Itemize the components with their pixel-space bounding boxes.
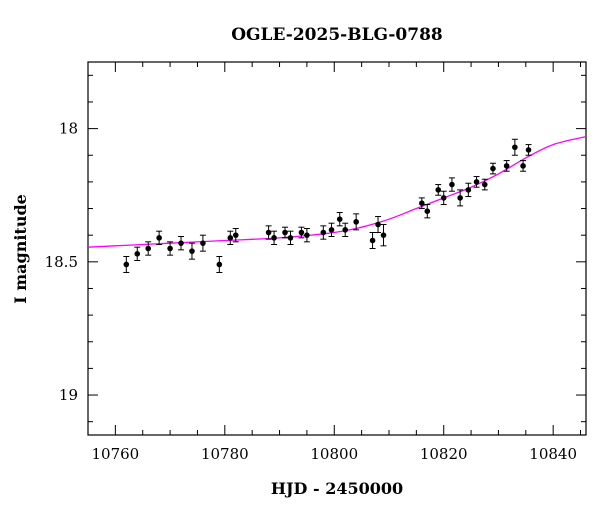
- x-tick-label: 10820: [420, 445, 468, 463]
- data-point: [156, 230, 163, 246]
- data-point: [489, 162, 496, 175]
- data-point: [167, 241, 174, 256]
- data-point: [134, 246, 141, 261]
- point-marker: [227, 235, 234, 241]
- point-marker: [328, 227, 335, 233]
- point-marker: [156, 235, 162, 241]
- point-marker: [271, 235, 277, 241]
- point-marker: [512, 144, 518, 151]
- point-marker: [304, 232, 310, 238]
- x-tick-label: 10840: [529, 445, 577, 463]
- data-point: [320, 225, 327, 240]
- data-point: [520, 160, 527, 172]
- axis-ticks: [87, 62, 586, 435]
- x-axis-label: HJD - 2450000: [271, 479, 403, 498]
- data-point: [448, 177, 455, 192]
- data-point: [503, 160, 510, 172]
- data-point: [216, 255, 223, 273]
- point-marker: [424, 208, 431, 214]
- point-marker: [503, 163, 510, 169]
- data-point: [440, 190, 447, 206]
- data-point: [145, 241, 152, 256]
- axis-tick-labels: 10760 10780 10800 10820 10840 18 18.5 19: [45, 120, 577, 463]
- data-point: [511, 138, 518, 156]
- data-point: [457, 189, 464, 207]
- data-points: [123, 138, 532, 273]
- point-marker: [369, 237, 376, 244]
- data-point: [303, 228, 310, 243]
- point-marker: [200, 240, 206, 246]
- point-marker: [435, 187, 442, 193]
- data-point: [424, 204, 431, 219]
- point-marker: [178, 240, 184, 246]
- point-marker: [457, 195, 463, 201]
- data-point: [481, 178, 488, 191]
- point-marker: [123, 261, 130, 268]
- y-tick-label: 18: [59, 120, 78, 138]
- point-marker: [282, 229, 288, 236]
- point-marker: [525, 147, 532, 153]
- data-point: [199, 234, 206, 252]
- chart-title: OGLE-2025-BLG-0788: [231, 25, 443, 45]
- y-tick-label: 19: [59, 386, 78, 404]
- point-marker: [320, 229, 327, 236]
- data-point: [123, 255, 130, 273]
- data-point: [369, 232, 376, 249]
- data-point: [298, 226, 305, 239]
- point-marker: [440, 195, 447, 201]
- data-point: [465, 182, 472, 198]
- data-point: [282, 226, 289, 239]
- point-marker: [265, 229, 272, 236]
- point-marker: [134, 251, 141, 257]
- data-point: [232, 228, 239, 243]
- point-marker: [520, 163, 526, 169]
- data-point: [271, 230, 278, 246]
- point-marker: [145, 245, 151, 252]
- x-tick-label: 10780: [201, 445, 249, 463]
- data-point: [265, 225, 272, 240]
- plot-frame: [87, 61, 587, 436]
- point-marker: [216, 261, 223, 268]
- point-marker: [336, 216, 343, 222]
- point-marker: [419, 200, 425, 207]
- point-marker: [167, 245, 173, 252]
- data-point: [380, 224, 387, 247]
- model-curve: [87, 135, 587, 248]
- y-axis-label: I magnitude: [11, 194, 30, 304]
- point-marker: [380, 232, 387, 238]
- point-marker: [287, 235, 294, 241]
- point-marker: [481, 181, 488, 188]
- data-point: [287, 230, 294, 246]
- y-tick-label: 18.5: [45, 253, 78, 271]
- point-marker: [473, 179, 480, 185]
- point-marker: [353, 219, 359, 225]
- data-point: [353, 213, 360, 231]
- data-point: [418, 197, 425, 210]
- data-point: [342, 222, 349, 238]
- data-point: [473, 176, 480, 188]
- data-point: [336, 212, 343, 227]
- point-marker: [189, 248, 195, 254]
- point-marker: [465, 187, 472, 193]
- data-point: [178, 236, 185, 251]
- point-marker: [298, 229, 305, 236]
- data-point: [375, 216, 382, 234]
- data-point: [525, 144, 532, 156]
- x-tick-label: 10800: [310, 445, 358, 463]
- point-marker: [342, 227, 349, 233]
- data-point: [435, 184, 442, 196]
- point-marker: [375, 221, 381, 228]
- point-marker: [232, 232, 239, 238]
- point-marker: [449, 181, 455, 188]
- data-point: [227, 230, 234, 246]
- point-marker: [490, 165, 496, 172]
- data-point: [188, 242, 195, 260]
- data-point: [328, 222, 335, 238]
- x-tick-label: 10760: [92, 445, 140, 463]
